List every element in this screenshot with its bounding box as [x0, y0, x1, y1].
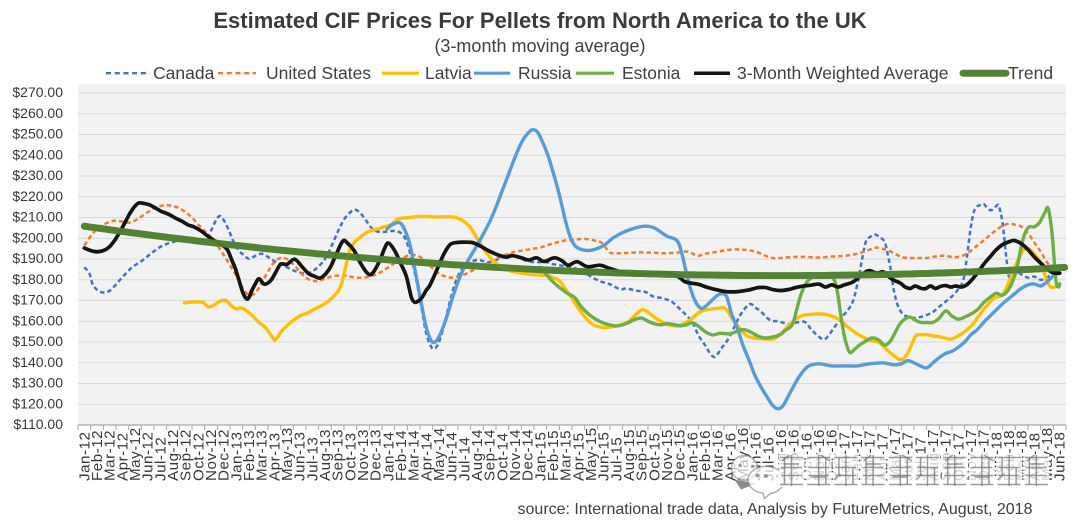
svg-text:Mar-16: Mar-16	[710, 430, 727, 481]
svg-text:May-13: May-13	[279, 427, 296, 481]
svg-text:Jan-14: Jan-14	[380, 432, 397, 481]
svg-text:source: International trade da: source: International trade data, Analys…	[518, 501, 1033, 518]
svg-text:Sep-15: Sep-15	[634, 429, 651, 481]
svg-text:$140.00: $140.00	[12, 354, 63, 370]
svg-text:Oct-14: Oct-14	[494, 432, 511, 481]
svg-text:$160.00: $160.00	[12, 312, 63, 328]
svg-text:Dec-12: Dec-12	[216, 429, 233, 481]
svg-text:Dec-14: Dec-14	[520, 429, 537, 481]
svg-text:Feb-14: Feb-14	[393, 430, 410, 481]
svg-text:Mar-14: Mar-14	[406, 430, 423, 481]
svg-text:Canada: Canada	[153, 63, 215, 83]
svg-text:Jan-12: Jan-12	[76, 432, 93, 481]
svg-text:$110.00: $110.00	[13, 416, 63, 432]
svg-text:Jul-14: Jul-14	[456, 437, 473, 481]
svg-text:May-12: May-12	[127, 427, 144, 481]
svg-text:Feb-15: Feb-15	[545, 430, 562, 481]
svg-text:Jun-15: Jun-15	[596, 432, 613, 481]
svg-text:Feb-12: Feb-12	[89, 430, 106, 481]
svg-text:$270.00: $270.00	[12, 84, 63, 100]
svg-text:Nov-12: Nov-12	[203, 429, 220, 481]
svg-text:Dec-13: Dec-13	[368, 429, 385, 481]
svg-text:Sep-12: Sep-12	[178, 429, 195, 481]
svg-text:Jan-16: Jan-16	[684, 432, 701, 481]
svg-text:Mar-12: Mar-12	[102, 430, 119, 481]
svg-text:Jul-15: Jul-15	[608, 437, 625, 481]
svg-text:Jun-14: Jun-14	[444, 432, 461, 481]
svg-text:Feb-16: Feb-16	[697, 430, 714, 481]
svg-text:Trend: Trend	[1008, 63, 1053, 83]
svg-text:Aug-14: Aug-14	[469, 429, 486, 481]
svg-text:$220.00: $220.00	[12, 188, 63, 204]
svg-text:Oct-15: Oct-15	[646, 432, 663, 481]
svg-text:Jun-12: Jun-12	[140, 432, 157, 481]
svg-text:Aug-13: Aug-13	[317, 429, 334, 481]
svg-text:$150.00: $150.00	[12, 333, 63, 349]
svg-text:Oct-13: Oct-13	[342, 432, 359, 481]
svg-text:Aug-15: Aug-15	[621, 429, 638, 481]
svg-text:Nov-14: Nov-14	[507, 429, 524, 481]
svg-text:Nov-13: Nov-13	[355, 429, 372, 481]
svg-text:Jun-13: Jun-13	[292, 432, 309, 481]
svg-text:$210.00: $210.00	[12, 209, 63, 225]
svg-text:Latvia: Latvia	[425, 63, 472, 83]
svg-text:$190.00: $190.00	[12, 250, 63, 266]
svg-text:$230.00: $230.00	[12, 167, 63, 183]
svg-text:Nov-15: Nov-15	[659, 429, 676, 481]
svg-text:$180.00: $180.00	[12, 271, 63, 287]
svg-text:Jul-12: Jul-12	[152, 437, 169, 481]
svg-text:Jan-13: Jan-13	[228, 432, 245, 481]
svg-text:Feb-13: Feb-13	[241, 430, 258, 481]
svg-text:Jun-18: Jun-18	[1052, 432, 1069, 481]
svg-text:Aug-12: Aug-12	[165, 429, 182, 481]
svg-text:$170.00: $170.00	[12, 292, 63, 308]
svg-text:Mar-15: Mar-15	[558, 430, 575, 481]
svg-text:$200.00: $200.00	[12, 229, 63, 245]
svg-text:Apr-14: Apr-14	[418, 432, 435, 481]
svg-text:$260.00: $260.00	[12, 105, 63, 121]
svg-text:(3-month moving average): (3-month moving average)	[434, 36, 645, 56]
svg-text:$130.00: $130.00	[12, 375, 63, 391]
svg-text:Jan-15: Jan-15	[532, 432, 549, 481]
svg-text:Jul-13: Jul-13	[304, 437, 321, 481]
svg-text:May-14: May-14	[431, 427, 448, 481]
svg-text:Dec-15: Dec-15	[672, 429, 689, 481]
svg-text:Sep-14: Sep-14	[482, 429, 499, 481]
svg-text:$120.00: $120.00	[12, 395, 63, 411]
svg-text:Mar-13: Mar-13	[254, 430, 271, 481]
svg-text:United States: United States	[266, 63, 371, 83]
svg-text:Sep-13: Sep-13	[330, 429, 347, 481]
svg-text:Estonia: Estonia	[622, 63, 681, 83]
svg-text:$250.00: $250.00	[12, 126, 63, 142]
svg-text:Oct-12: Oct-12	[190, 432, 207, 481]
svg-text:$240.00: $240.00	[12, 146, 63, 162]
svg-text:Estimated CIF Prices For Pelle: Estimated CIF Prices For Pellets from No…	[213, 8, 866, 33]
svg-text:3-Month Weighted Average: 3-Month Weighted Average	[737, 63, 948, 83]
svg-text:Apr-15: Apr-15	[570, 432, 587, 481]
svg-text:Apr-12: Apr-12	[114, 432, 131, 481]
svg-text:Russia: Russia	[518, 63, 572, 83]
svg-text:May-15: May-15	[583, 427, 600, 481]
svg-text:Apr-13: Apr-13	[266, 432, 283, 481]
